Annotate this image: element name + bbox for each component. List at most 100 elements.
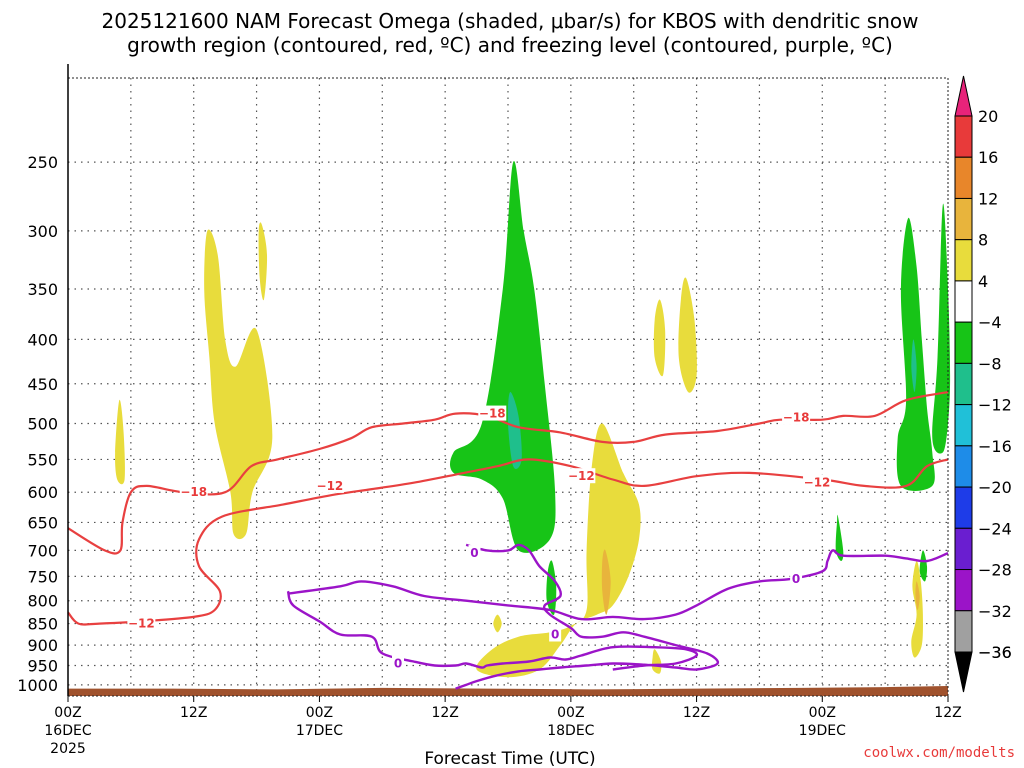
contour-label-bg xyxy=(315,477,344,493)
colorbar-box-4 xyxy=(954,239,973,282)
x-tick-label: 12Z xyxy=(431,705,458,721)
x-tick-date: 18DEC xyxy=(547,723,594,739)
fzl-middle xyxy=(286,590,699,671)
colorbar-box-11 xyxy=(954,527,973,571)
colorbar-box-10 xyxy=(954,486,973,529)
contour-label-bg xyxy=(392,655,404,671)
colorbar-label-bottom: −36 xyxy=(978,643,1012,662)
colorbar-label-5: −4 xyxy=(978,313,1002,332)
x-tick-date: 17DEC xyxy=(296,723,343,739)
colorbar-label-11: −28 xyxy=(978,561,1012,580)
fzl-inner xyxy=(455,543,720,690)
y-tick-700: 700 xyxy=(27,541,58,560)
contour-label-10: 0 xyxy=(551,628,559,642)
x-tick-year: 2025 xyxy=(50,741,86,757)
contour-label-bg xyxy=(179,484,208,500)
x-axis: 00Z 16DEC 2025 12Z 00Z 17DEC 12Z 00Z 18DEC 12Z 00Z… xyxy=(44,696,962,757)
y-tick-400: 400 xyxy=(27,330,58,349)
contour-label-bg xyxy=(803,474,832,490)
chart-title-line2: growth region (contoured, red, ºC) and f… xyxy=(127,33,893,57)
contour-label-2: −12 xyxy=(128,617,155,631)
contour-label-0: −18 xyxy=(180,485,207,499)
contour-label-3: −18 xyxy=(479,407,506,421)
x-tick-label: 00Z xyxy=(306,705,333,721)
omega-yellow-4 xyxy=(476,423,641,678)
omega-green-5 xyxy=(932,203,951,454)
chart-title-line1: 2025121600 NAM Forecast Omega (shaded, μ… xyxy=(102,9,919,33)
y-tick-1000: 1000 xyxy=(17,676,58,695)
credit-text: coolwx.com/modelts xyxy=(863,745,1015,761)
contour-label-bg xyxy=(549,626,562,642)
x-axis-label: Forecast Time (UTC) xyxy=(424,749,595,768)
contour-label-1: −12 xyxy=(317,479,344,493)
x-tick-date: 19DEC xyxy=(799,723,846,739)
contour-label-8: 0 xyxy=(792,572,800,586)
colorbar-box-8 xyxy=(954,404,973,447)
omega-yellow-2 xyxy=(204,229,273,540)
y-tick-950: 950 xyxy=(27,657,58,676)
y-tick-450: 450 xyxy=(27,375,58,394)
omega-yellow-7 xyxy=(493,614,502,633)
omega-orange-2 xyxy=(915,581,920,610)
contour-label-6: −12 xyxy=(804,476,831,490)
omega-shading xyxy=(115,161,951,678)
contour-label-bg xyxy=(478,405,507,421)
colorbar-box-5 xyxy=(954,280,973,323)
omega-yellow-8 xyxy=(651,649,662,674)
colorbar-box-13 xyxy=(954,610,973,653)
colorbar-label-0: 20 xyxy=(978,107,998,126)
x-tick-label: 00Z xyxy=(557,705,584,721)
colorbar-bottom-triangle xyxy=(954,651,973,693)
colorbar-box-9 xyxy=(954,445,973,488)
omega-yellow-5 xyxy=(653,299,666,377)
y-tick-850: 850 xyxy=(27,615,58,634)
y-axis: 250 300 350 400 450 500 550 600 650 700 750 800 850 9… xyxy=(17,153,58,695)
colorbar-label-3: 8 xyxy=(978,231,988,250)
colorbar-label-10: −24 xyxy=(978,519,1012,538)
plot-frame xyxy=(67,64,949,697)
omega-teal-2 xyxy=(911,339,917,393)
ground-fill xyxy=(68,686,948,696)
colorbar-label-2: 12 xyxy=(978,189,998,208)
colorbar-box-1 xyxy=(954,115,973,158)
omega-green-6 xyxy=(919,550,928,582)
omega-orange-1 xyxy=(601,549,611,615)
omega-yellow-9 xyxy=(911,560,923,658)
colorbar-box-2 xyxy=(954,156,973,199)
omega-yellow-6 xyxy=(678,277,697,393)
colorbar-label-9: −20 xyxy=(978,478,1012,497)
x-tick-label: 12Z xyxy=(934,705,961,721)
colorbar-label-7: −12 xyxy=(978,396,1012,415)
colorbar-top-triangle xyxy=(954,75,973,117)
contour-label-bg xyxy=(790,570,803,586)
fzl-upper xyxy=(287,549,949,621)
y-tick-350: 350 xyxy=(27,280,58,299)
contour-label-9: 0 xyxy=(394,657,402,671)
colorbar-label-1: 16 xyxy=(978,148,998,167)
plot-border xyxy=(67,77,949,697)
omega-teal-1 xyxy=(507,392,522,469)
colorbar-box-3 xyxy=(954,197,973,241)
x-tick-date: 16DEC xyxy=(44,723,91,739)
x-tick-label: 00Z xyxy=(54,705,81,721)
colorbar-box-6 xyxy=(954,321,973,364)
contour-label-bg xyxy=(567,468,596,484)
y-tick-500: 500 xyxy=(27,414,58,433)
colorbar-label-6: −8 xyxy=(978,354,1002,373)
x-tick-label: 00Z xyxy=(809,705,836,721)
y-tick-900: 900 xyxy=(27,636,58,655)
colorbar-label-13: −36 xyxy=(978,643,1012,662)
colorbar-label-4: 4 xyxy=(978,272,988,291)
contour-label-7: 0 xyxy=(470,546,478,560)
ground-surface xyxy=(68,686,948,696)
colorbar-box-7 xyxy=(954,362,973,406)
colorbar-box-12 xyxy=(954,569,973,612)
y-tick-600: 600 xyxy=(27,483,58,502)
y-tick-550: 550 xyxy=(27,450,58,469)
omega-green-4 xyxy=(896,217,935,491)
omega-yellow-3 xyxy=(258,222,268,301)
x-tick-label: 12Z xyxy=(683,705,710,721)
contour-label-4: −12 xyxy=(568,469,595,483)
